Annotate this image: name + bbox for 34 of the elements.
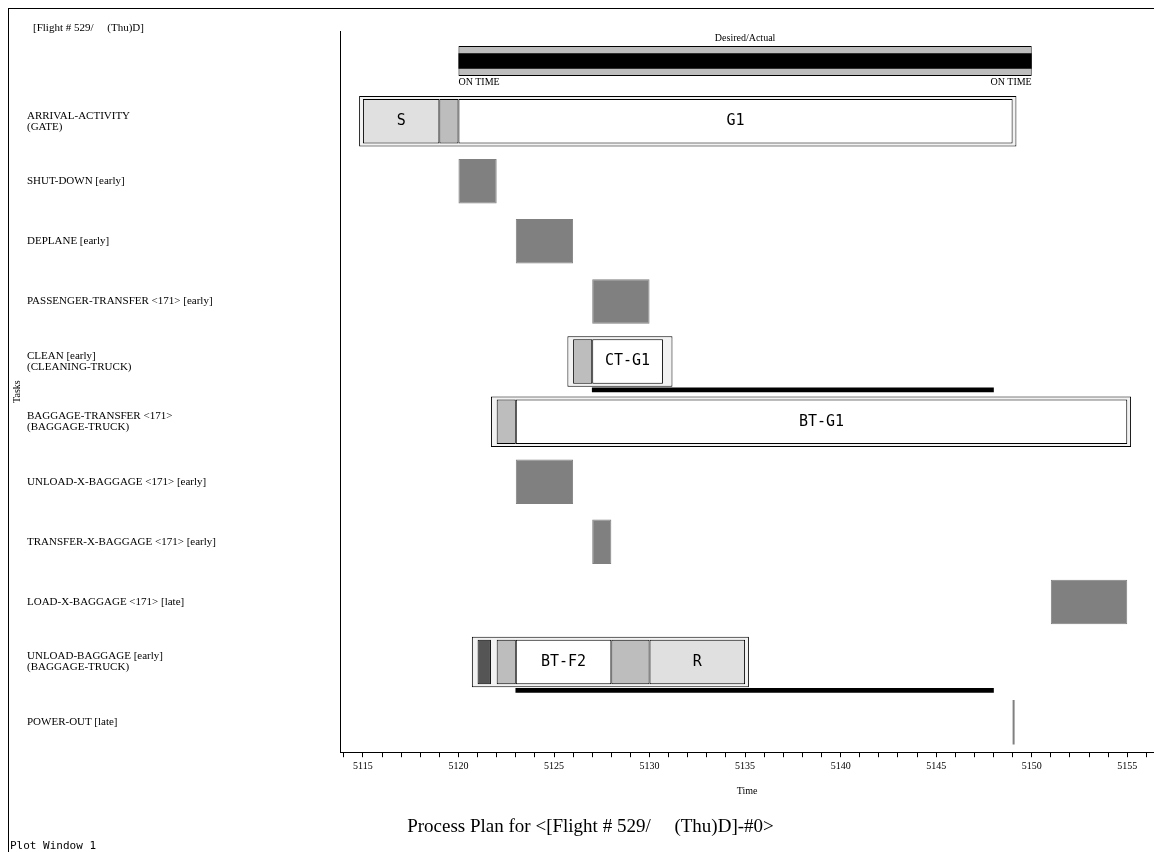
- y-tick-label: POWER-OUT [late]: [27, 715, 118, 728]
- annotation: ON TIME: [990, 76, 1032, 88]
- x-tick-label: 5115: [353, 759, 373, 771]
- y-axis-title: Tasks: [10, 380, 22, 403]
- x-tick-label: 5135: [735, 759, 756, 771]
- data-label: BT-F2: [540, 651, 587, 670]
- data-label: CT-G1: [605, 351, 651, 370]
- data-label: R: [692, 651, 703, 670]
- y-tick-label: LOAD-X-BAGGAGE <171> [late]: [27, 594, 185, 607]
- y-tick-label: UNLOAD-BAGGAGE [early] (BAGGAGE-TRUCK): [27, 649, 163, 674]
- y-tick-label: ARRIVAL-ACTIVITY (GATE): [27, 108, 131, 133]
- y-tick-label: BAGGAGE-TRANSFER <171> (BAGGAGE-TRUCK): [27, 409, 173, 434]
- text: Plot Window 1: [10, 839, 97, 852]
- x-tick-label: 5140: [830, 759, 851, 771]
- x-tick-label: 5120: [448, 759, 469, 771]
- x-tick-label: 5130: [639, 759, 660, 771]
- y-tick-label: TRANSFER-X-BAGGAGE <171> [early]: [27, 534, 216, 547]
- text: Process Plan for <[Flight # 529/ (Thu)D]-#0>: [407, 814, 774, 837]
- x-axis-title: Time: [736, 784, 758, 796]
- data-label: BT-G1: [798, 411, 845, 430]
- y-tick-label: UNLOAD-X-BAGGAGE <171> [early]: [27, 474, 207, 487]
- annotation: ON TIME: [458, 76, 500, 88]
- data-label: S: [396, 111, 406, 130]
- annotation: Desired/Actual: [714, 31, 776, 43]
- x-tick-label: 5125: [544, 759, 565, 771]
- data-label: G1: [726, 111, 745, 130]
- y-tick-label: DEPLANE [early]: [27, 234, 110, 247]
- x-tick-label: 5150: [1021, 759, 1042, 771]
- y-tick-label: CLEAN [early] (CLEANING-TRUCK): [27, 348, 132, 373]
- y-tick-label: SHUT-DOWN [early]: [27, 174, 125, 187]
- y-tick-label: PASSENGER-TRANSFER <171> [early]: [27, 294, 213, 307]
- text: [Flight # 529/ (Thu)D]: [33, 21, 144, 33]
- x-tick-label: 5155: [1117, 759, 1138, 771]
- x-tick-label: 5145: [926, 759, 947, 771]
